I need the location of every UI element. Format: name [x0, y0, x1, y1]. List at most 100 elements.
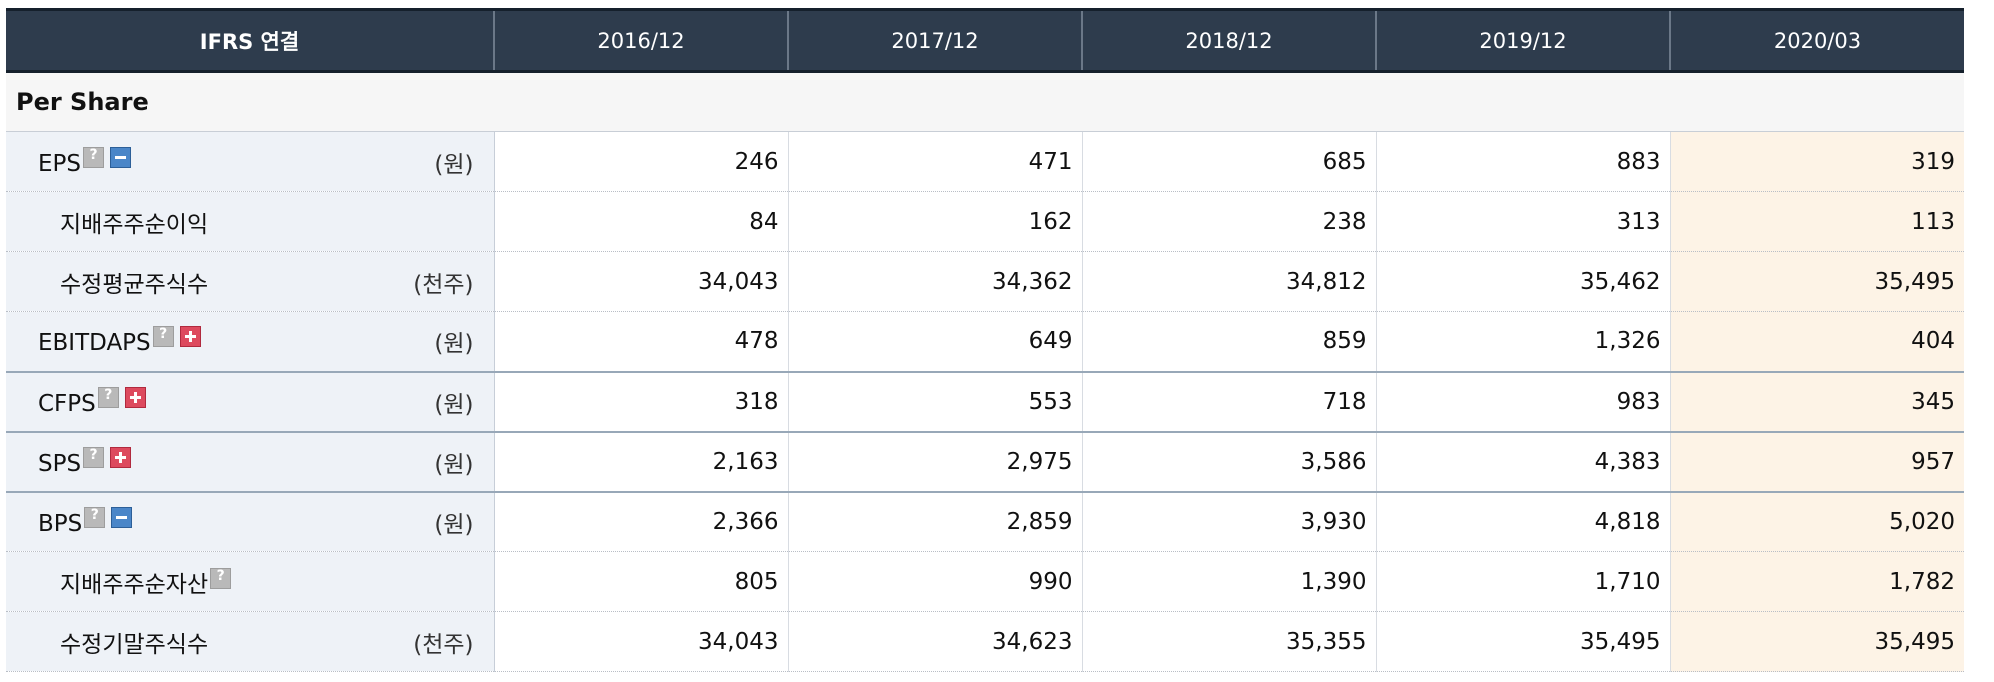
row-label-text: 수정기말주식수	[60, 631, 209, 658]
row-label-text: EBITDAPS	[38, 330, 151, 357]
value-cell-latest: 35,495	[1670, 251, 1964, 312]
row-label: EPS	[38, 146, 132, 177]
help-icon[interactable]	[83, 146, 105, 168]
row-unit: (원)	[434, 331, 474, 358]
row-unit: (원)	[434, 151, 474, 178]
value-cell: 34,043	[494, 251, 789, 312]
row-label: BPS	[38, 506, 133, 537]
expand-icon[interactable]	[110, 446, 132, 468]
value-cell: 313	[1376, 191, 1671, 252]
help-icon[interactable]	[83, 446, 105, 468]
row-label-text: CFPS	[38, 390, 96, 417]
expand-icon[interactable]	[179, 326, 201, 348]
help-icon[interactable]	[210, 567, 232, 589]
value-cell: 718	[1082, 371, 1377, 433]
row-unit: (원)	[434, 451, 474, 478]
row-label-cell: EBITDAPS (원)	[6, 311, 495, 373]
value-cell: 883	[1376, 131, 1671, 192]
row-label-cell: 수정기말주식수 (천주)	[6, 611, 495, 672]
row-label: CFPS	[38, 386, 146, 417]
value-cell: 4,383	[1376, 431, 1671, 493]
value-cell: 35,495	[1376, 611, 1671, 672]
value-cell: 990	[788, 551, 1083, 612]
value-cell: 246	[494, 131, 789, 192]
collapse-icon[interactable]	[110, 146, 132, 168]
row-unit: (원)	[434, 511, 474, 538]
table-header-row: IFRS 연결 2016/12 2017/12 2018/12 2019/12 …	[6, 8, 1964, 73]
table-row: BPS (원) 2,366 2,859 3,930 4,818 5,020	[6, 491, 1964, 552]
value-cell: 34,043	[494, 611, 789, 672]
value-cell: 34,623	[788, 611, 1083, 672]
section-title: Per Share	[6, 71, 1964, 132]
table-row: EBITDAPS (원) 478 649 859 1,326 404	[6, 311, 1964, 373]
header-title: IFRS 연결	[6, 8, 494, 73]
value-cell: 34,362	[788, 251, 1083, 312]
period-header: 2018/12	[1081, 8, 1376, 73]
period-header: 2020/03	[1669, 8, 1964, 73]
value-cell: 478	[494, 311, 789, 373]
value-cell: 84	[494, 191, 789, 252]
period-header: 2017/12	[787, 8, 1082, 73]
value-cell: 805	[494, 551, 789, 612]
table-row: 수정평균주식수 (천주) 34,043 34,362 34,812 35,462…	[6, 251, 1964, 312]
row-label-text: SPS	[38, 450, 82, 477]
row-label-cell: 지배주주순이익	[6, 191, 495, 252]
collapse-icon[interactable]	[111, 506, 133, 528]
table-row: SPS (원) 2,163 2,975 3,586 4,383 957	[6, 431, 1964, 493]
row-label-text: 지배주주순이익	[60, 211, 209, 238]
help-icon[interactable]	[84, 506, 106, 528]
row-label-cell: EPS (원)	[6, 131, 495, 192]
value-cell: 4,818	[1376, 491, 1671, 552]
row-label: EBITDAPS	[38, 326, 201, 356]
help-icon[interactable]	[152, 326, 174, 348]
value-cell-latest: 113	[1670, 191, 1964, 252]
row-label-cell: CFPS (원)	[6, 371, 495, 433]
row-unit: (천주)	[413, 271, 474, 298]
value-cell: 3,586	[1082, 431, 1377, 493]
value-cell: 859	[1082, 311, 1377, 373]
table-row: 지배주주순자산 805 990 1,390 1,710 1,782	[6, 551, 1964, 612]
value-cell-latest: 5,020	[1670, 491, 1964, 552]
value-cell: 2,859	[788, 491, 1083, 552]
row-unit: (천주)	[413, 631, 474, 658]
row-label-cell: BPS (원)	[6, 491, 495, 552]
row-label-text: BPS	[38, 510, 83, 537]
value-cell: 2,366	[494, 491, 789, 552]
value-cell-latest: 345	[1670, 371, 1964, 433]
period-header: 2019/12	[1375, 8, 1670, 73]
value-cell-latest: 319	[1670, 131, 1964, 192]
value-cell: 238	[1082, 191, 1377, 252]
value-cell: 983	[1376, 371, 1671, 433]
row-label: SPS	[38, 446, 132, 477]
value-cell: 553	[788, 371, 1083, 433]
row-label-text: EPS	[38, 150, 82, 177]
row-label-cell: 수정평균주식수 (천주)	[6, 251, 495, 312]
table-row: 수정기말주식수 (천주) 34,043 34,623 35,355 35,495…	[6, 611, 1964, 672]
value-cell: 35,355	[1082, 611, 1377, 672]
row-label: 지배주주순자산	[60, 565, 232, 599]
expand-icon[interactable]	[124, 386, 146, 408]
row-label-text: 수정평균주식수	[60, 271, 209, 298]
section-row: Per Share	[6, 71, 1964, 132]
row-label: 수정기말주식수	[60, 625, 208, 659]
row-label-cell: SPS (원)	[6, 431, 495, 493]
table-row: CFPS (원) 318 553 718 983 345	[6, 371, 1964, 433]
value-cell-latest: 1,782	[1670, 551, 1964, 612]
row-unit: (원)	[434, 391, 474, 418]
value-cell-latest: 35,495	[1670, 611, 1964, 672]
row-label-text: 지배주주순자산	[60, 571, 209, 598]
period-header: 2016/12	[493, 8, 788, 73]
per-share-table: IFRS 연결 2016/12 2017/12 2018/12 2019/12 …	[6, 8, 1964, 672]
value-cell: 471	[788, 131, 1083, 192]
value-cell: 685	[1082, 131, 1377, 192]
row-label: 지배주주순이익	[60, 205, 208, 239]
value-cell: 162	[788, 191, 1083, 252]
row-label-cell: 지배주주순자산	[6, 551, 495, 612]
value-cell: 318	[494, 371, 789, 433]
help-icon[interactable]	[97, 386, 119, 408]
value-cell: 649	[788, 311, 1083, 373]
value-cell: 1,390	[1082, 551, 1377, 612]
value-cell: 1,326	[1376, 311, 1671, 373]
financial-table-container: IFRS 연결 2016/12 2017/12 2018/12 2019/12 …	[6, 8, 1964, 672]
value-cell: 2,163	[494, 431, 789, 493]
